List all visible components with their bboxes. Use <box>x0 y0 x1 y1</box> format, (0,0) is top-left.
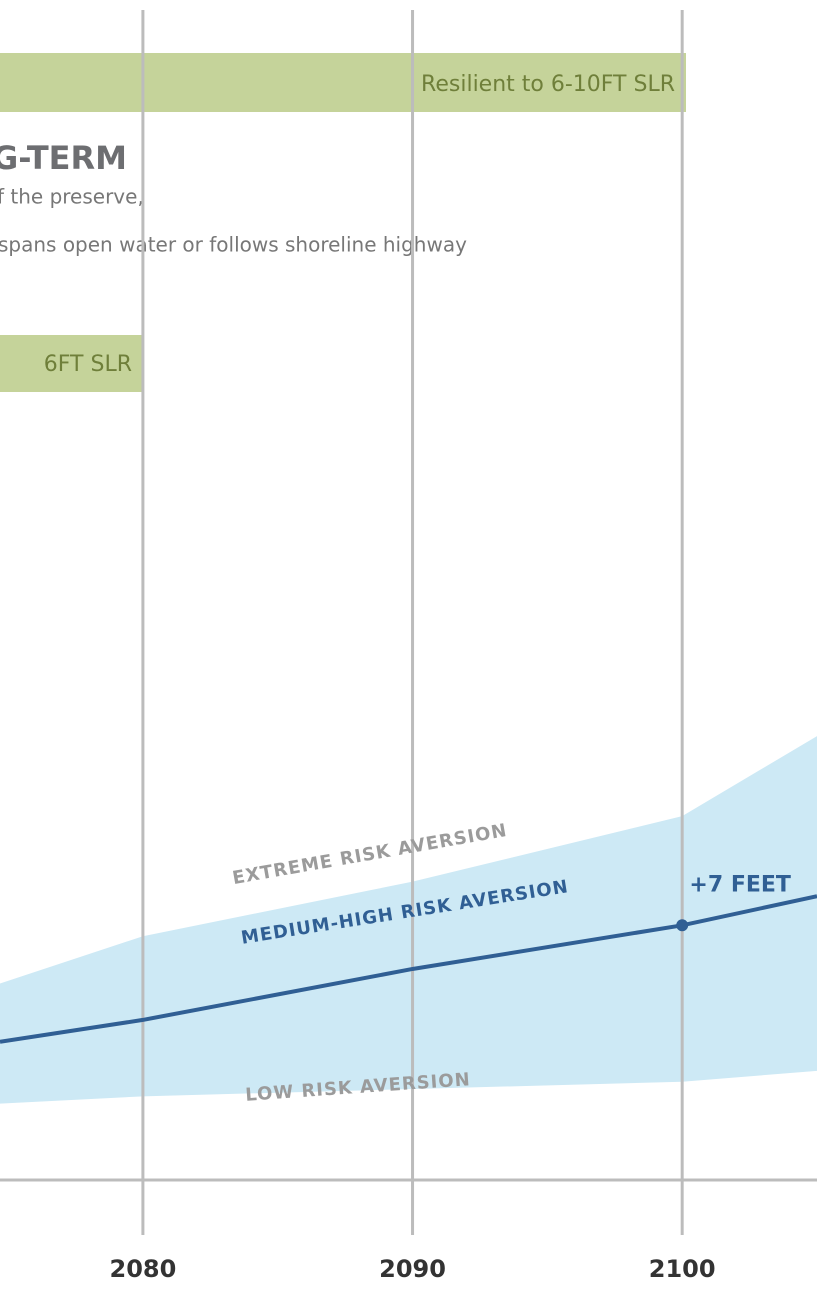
annotation: +7 FEET <box>689 872 791 897</box>
banner-label: 6FT SLR <box>44 352 132 377</box>
x-tick-label: 2090 <box>379 1255 446 1283</box>
highlight-point <box>676 919 689 932</box>
body-text: f the preserve, <box>0 185 144 209</box>
banner-label: Resilient to 6-10FT SLR <box>421 72 675 97</box>
banner <box>0 335 143 392</box>
risk-band <box>0 736 817 1104</box>
banner <box>0 53 686 112</box>
title: G-TERM <box>0 139 127 177</box>
x-tick-label: 2100 <box>649 1255 716 1283</box>
x-tick-label: 2080 <box>110 1255 177 1283</box>
median-line <box>0 894 817 1044</box>
body-text: spans open water or follows shoreline hi… <box>0 233 467 257</box>
